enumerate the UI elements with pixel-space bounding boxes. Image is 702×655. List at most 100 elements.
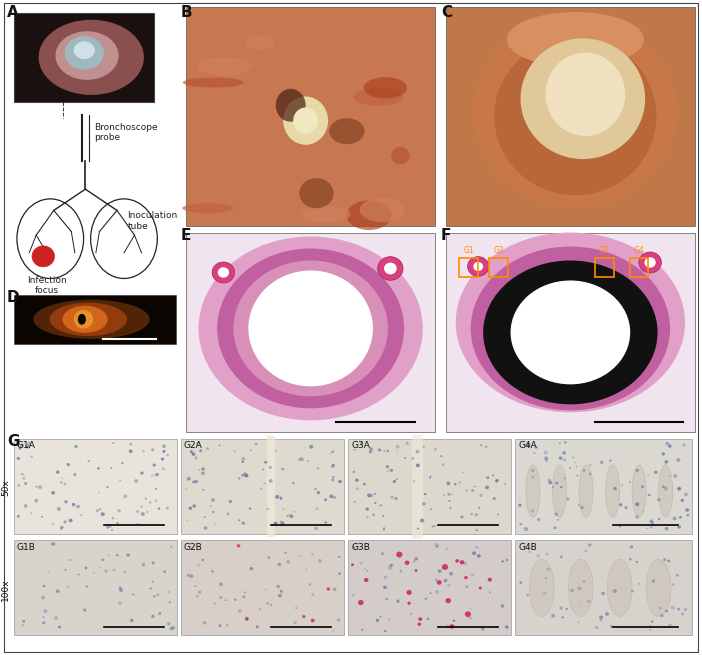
Circle shape (164, 571, 166, 573)
Circle shape (310, 620, 314, 623)
Bar (489, 258, 508, 278)
Circle shape (479, 494, 483, 497)
Circle shape (78, 574, 80, 575)
Circle shape (95, 509, 99, 512)
Circle shape (668, 444, 672, 448)
Circle shape (411, 457, 414, 460)
Circle shape (370, 494, 373, 497)
Circle shape (413, 560, 416, 563)
Text: C: C (441, 5, 452, 20)
Circle shape (41, 516, 43, 517)
Circle shape (390, 495, 394, 498)
Circle shape (471, 574, 474, 576)
Circle shape (286, 515, 289, 517)
Ellipse shape (199, 236, 423, 421)
Circle shape (434, 448, 437, 451)
Circle shape (416, 464, 420, 467)
Circle shape (17, 457, 20, 460)
Circle shape (187, 574, 190, 577)
Circle shape (677, 487, 681, 491)
Circle shape (566, 497, 569, 500)
Circle shape (18, 447, 21, 450)
Circle shape (69, 559, 72, 561)
Circle shape (185, 488, 187, 490)
Circle shape (280, 521, 282, 523)
Circle shape (219, 596, 223, 599)
Circle shape (67, 463, 70, 466)
Circle shape (480, 444, 482, 446)
Circle shape (682, 443, 686, 447)
Circle shape (158, 507, 160, 510)
Circle shape (161, 458, 164, 460)
Circle shape (276, 585, 280, 588)
Circle shape (437, 580, 442, 585)
Circle shape (657, 498, 661, 501)
Circle shape (651, 620, 654, 623)
Circle shape (560, 555, 563, 558)
Circle shape (465, 489, 468, 492)
Bar (515, 439, 692, 534)
Bar (186, 7, 435, 226)
Circle shape (22, 548, 23, 550)
Circle shape (88, 460, 90, 462)
Circle shape (311, 618, 314, 622)
Circle shape (383, 527, 385, 529)
Circle shape (117, 509, 121, 512)
Circle shape (449, 624, 454, 629)
Circle shape (577, 621, 579, 623)
Circle shape (529, 551, 531, 553)
Circle shape (300, 457, 304, 461)
Circle shape (48, 571, 50, 572)
Circle shape (132, 593, 135, 595)
Circle shape (337, 618, 340, 622)
Circle shape (380, 552, 384, 555)
Circle shape (560, 486, 562, 489)
Circle shape (354, 501, 356, 503)
Circle shape (18, 484, 20, 487)
Text: E: E (181, 228, 192, 243)
Circle shape (390, 468, 393, 472)
Circle shape (422, 502, 425, 506)
Circle shape (471, 489, 474, 492)
Circle shape (649, 625, 652, 627)
Ellipse shape (364, 77, 407, 98)
Circle shape (378, 449, 382, 452)
Circle shape (636, 561, 638, 563)
Circle shape (385, 598, 388, 601)
Circle shape (630, 547, 631, 548)
Circle shape (435, 578, 437, 581)
Circle shape (685, 508, 689, 512)
Circle shape (559, 457, 562, 460)
Circle shape (289, 514, 293, 518)
Circle shape (126, 553, 130, 557)
Circle shape (250, 449, 252, 451)
Circle shape (504, 483, 506, 485)
Circle shape (129, 443, 132, 445)
Text: G4A: G4A (518, 441, 537, 451)
Bar (14, 540, 177, 635)
Circle shape (245, 616, 249, 620)
Circle shape (635, 502, 640, 506)
Ellipse shape (276, 89, 305, 122)
Circle shape (414, 557, 418, 561)
Circle shape (531, 476, 534, 478)
Circle shape (367, 493, 371, 497)
Text: G1: G1 (463, 246, 474, 255)
Circle shape (589, 464, 592, 466)
Circle shape (481, 627, 484, 631)
Circle shape (420, 519, 424, 523)
Circle shape (314, 527, 318, 531)
Circle shape (484, 445, 487, 448)
Ellipse shape (197, 57, 252, 75)
Circle shape (629, 558, 632, 561)
Circle shape (352, 546, 355, 549)
Circle shape (199, 449, 202, 452)
Ellipse shape (606, 465, 620, 517)
Circle shape (647, 527, 649, 529)
Circle shape (245, 475, 249, 477)
Circle shape (410, 613, 412, 615)
Circle shape (663, 487, 668, 491)
Circle shape (119, 588, 123, 592)
Circle shape (631, 590, 634, 593)
Ellipse shape (78, 314, 86, 325)
